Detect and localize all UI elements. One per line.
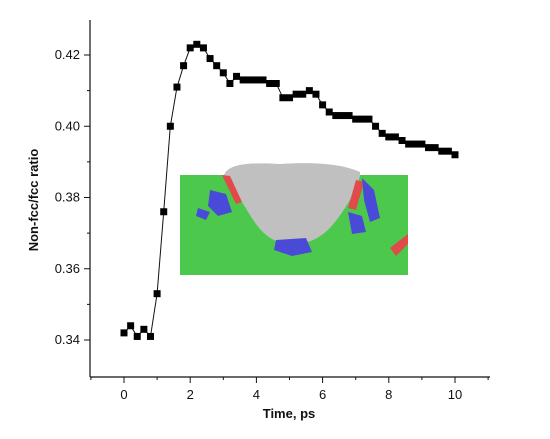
data-point bbox=[292, 90, 300, 98]
y-tick-label: 0.38 bbox=[55, 190, 80, 205]
data-point bbox=[378, 129, 386, 137]
y-tick-label: 0.42 bbox=[55, 47, 80, 62]
inset-red-defect-right bbox=[348, 180, 364, 210]
data-point bbox=[127, 322, 135, 330]
data-point bbox=[219, 69, 227, 77]
data-point bbox=[272, 80, 280, 87]
x-tick-label: 2 bbox=[187, 387, 194, 402]
y-tick-label: 0.40 bbox=[55, 118, 80, 133]
data-point bbox=[186, 44, 194, 52]
inset-blue-defect-right-2 bbox=[348, 212, 366, 234]
x-tick-label: 4 bbox=[253, 387, 260, 402]
data-point bbox=[213, 62, 221, 70]
data-point bbox=[160, 208, 168, 216]
data-point bbox=[259, 76, 267, 84]
data-point bbox=[166, 122, 174, 130]
data-point bbox=[140, 325, 148, 333]
data-point bbox=[372, 122, 380, 130]
data-point bbox=[411, 140, 419, 148]
data-point bbox=[385, 133, 393, 141]
data-point bbox=[252, 76, 260, 84]
data-point bbox=[319, 101, 327, 109]
data-point bbox=[233, 72, 241, 80]
data-point bbox=[133, 332, 141, 340]
data-point bbox=[325, 108, 333, 116]
data-point bbox=[312, 90, 320, 98]
data-point bbox=[239, 76, 247, 84]
atomistic-inset-image bbox=[180, 163, 408, 275]
y-ticks: 0.34 0.36 0.38 0.40 0.42 bbox=[55, 47, 90, 347]
data-point bbox=[246, 76, 254, 84]
data-point bbox=[206, 55, 214, 63]
data-point bbox=[279, 94, 287, 102]
series-markers bbox=[120, 40, 459, 340]
data-point bbox=[180, 62, 188, 70]
data-point bbox=[345, 112, 353, 120]
inset-red-defect-left bbox=[222, 175, 242, 204]
data-point bbox=[358, 115, 366, 123]
data-point bbox=[153, 290, 161, 298]
inset-blue-defect-left bbox=[208, 190, 232, 216]
data-point bbox=[431, 144, 439, 152]
data-point bbox=[444, 147, 452, 155]
data-point bbox=[425, 144, 433, 152]
x-tick-label: 8 bbox=[385, 387, 392, 402]
data-point bbox=[173, 83, 181, 91]
data-point bbox=[199, 44, 207, 52]
data-point bbox=[398, 137, 406, 144]
inset-blue-defect-right bbox=[362, 178, 380, 222]
data-point bbox=[146, 332, 154, 340]
x-tick-label: 0 bbox=[120, 387, 127, 402]
data-point bbox=[266, 80, 274, 87]
data-point bbox=[405, 140, 413, 148]
y-tick-label: 0.34 bbox=[55, 332, 80, 347]
inset-blue-defect-bottom bbox=[274, 238, 312, 256]
data-point bbox=[365, 115, 373, 123]
data-point bbox=[418, 140, 426, 148]
inset-blue-defect-left-2 bbox=[196, 208, 210, 220]
data-point bbox=[391, 133, 399, 141]
data-point bbox=[299, 90, 307, 98]
data-point bbox=[193, 40, 201, 48]
y-tick-label: 0.36 bbox=[55, 261, 80, 276]
data-point bbox=[451, 151, 459, 159]
data-point bbox=[352, 115, 360, 123]
data-point bbox=[338, 112, 346, 120]
x-axis-title: Time, ps bbox=[263, 406, 316, 421]
x-tick-label: 10 bbox=[448, 387, 462, 402]
data-point bbox=[226, 80, 234, 87]
data-point bbox=[332, 112, 340, 120]
data-point bbox=[438, 147, 446, 155]
inset-red-defect-corner bbox=[390, 234, 408, 256]
y-axis-title: Non-fcc/fcc ratio bbox=[26, 149, 41, 252]
x-ticks: 0 2 4 6 8 10 bbox=[90, 377, 489, 402]
x-tick-label: 6 bbox=[319, 387, 326, 402]
data-point bbox=[286, 94, 293, 102]
data-point bbox=[120, 329, 128, 337]
data-point bbox=[305, 87, 313, 95]
inset-crater bbox=[224, 163, 360, 245]
